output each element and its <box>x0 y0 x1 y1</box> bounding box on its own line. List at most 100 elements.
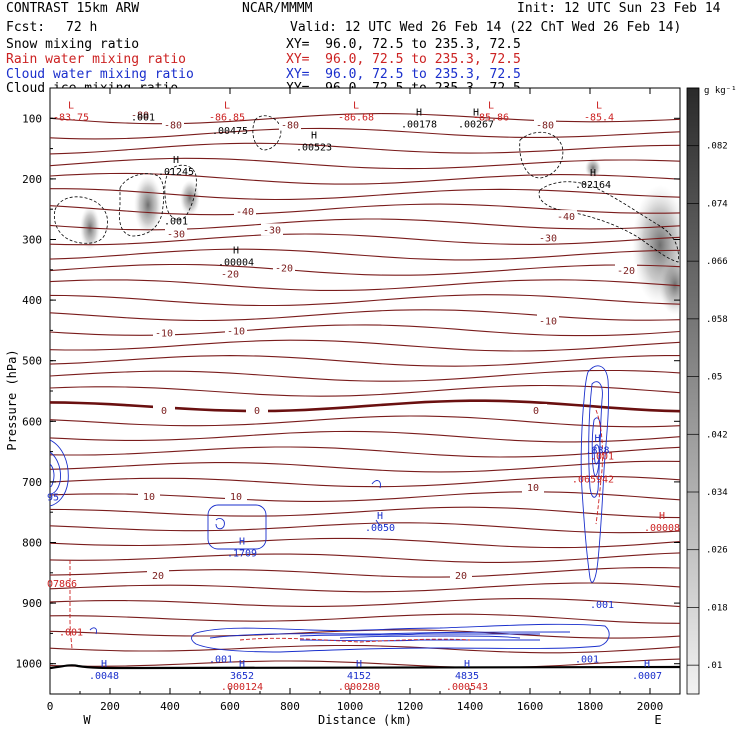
center-title: NCAR/MMMM <box>242 1 313 16</box>
x-tick-label: 1800 <box>577 700 604 713</box>
extremum-marker: H <box>473 108 479 119</box>
cloud-water-contour <box>215 517 225 530</box>
temperature-contour <box>50 582 680 593</box>
temperature-contour-label: -80 <box>536 121 554 132</box>
temperature-contour <box>50 369 680 382</box>
y-tick-label: 200 <box>22 173 42 186</box>
cloud-water-contour <box>588 381 603 498</box>
contour-label-bg <box>261 223 283 236</box>
y-tick-label: 100 <box>22 112 42 125</box>
snow-contour <box>538 181 679 263</box>
contour-label-bg <box>225 324 247 337</box>
contour-label-bg <box>153 403 175 416</box>
colorbar-tick-label: .018 <box>706 603 728 613</box>
contour-label-bg <box>273 261 295 274</box>
cloud-ice-shade <box>134 175 162 235</box>
x-tick-labels: 0 200 400 600 800 1000 1200 1400 1600 1800 2000 <box>47 700 664 713</box>
temperature-contours <box>50 113 680 669</box>
temperature-contour <box>50 506 680 519</box>
extremum-marker: L <box>224 100 230 111</box>
temperature-contour-label: -20 <box>221 270 239 281</box>
extremum-value: .00523 <box>296 143 332 154</box>
extremum-value: .0007 <box>632 671 662 682</box>
y-tick-label: 300 <box>22 234 42 247</box>
colorbar-tick-label: .05 <box>706 373 722 383</box>
axis-ticks <box>49 87 681 695</box>
contour-label-bg <box>162 118 184 131</box>
y-tick-labels: 100 200 300 400 500 600 700 800 900 1000 <box>16 112 43 670</box>
contour-label-bg <box>147 568 169 581</box>
colorbar-tick-label: .074 <box>706 199 728 209</box>
contour-label-bg <box>555 210 577 223</box>
extremum-value: .001 <box>131 112 155 123</box>
colorbar-labels: .082 .074 .066 .058 .05 .042 .034 .026 .018 .01 <box>706 142 728 671</box>
legend-snow-xy: XY= 96.0, 72.5 to 235.3, 72.5 <box>286 37 521 52</box>
contour-label-bg <box>219 267 241 280</box>
temperature-contour-label: 0 <box>254 406 260 417</box>
cloud-water-contour <box>50 451 61 495</box>
x-tick-label: 1600 <box>517 700 544 713</box>
temperature-contour <box>50 142 680 155</box>
cloud-ice-shade <box>180 180 200 216</box>
colorbar-tick-label: .034 <box>706 488 728 498</box>
snow-contour <box>519 132 564 179</box>
temperature-contour-label: 20 <box>455 571 467 582</box>
cloud-water-contour <box>50 439 69 507</box>
contour-label-bg <box>138 490 160 503</box>
extremum-marker: H <box>311 131 317 142</box>
temperature-contour-label: -80 <box>131 110 149 121</box>
contour-label-bg <box>534 118 556 131</box>
contour-label-bg <box>525 403 547 416</box>
legend-rain-xy: XY= 96.0, 72.5 to 235.3, 72.5 <box>286 52 521 67</box>
y-tick-label: 800 <box>22 537 42 550</box>
ground-line <box>50 664 680 670</box>
temperature-contour-label: 0 <box>533 406 539 417</box>
colorbar-tick-label: .042 <box>706 430 728 440</box>
cloud-water-contour <box>191 623 610 653</box>
extremum-value: -85.4 <box>584 112 614 123</box>
extremum-value: .001 <box>59 627 83 638</box>
extremum-value: 4152 <box>347 671 371 682</box>
y-tick-label: 500 <box>22 355 42 368</box>
temperature-contour-label: -30 <box>263 225 281 236</box>
east-label: E <box>654 713 661 727</box>
contour-label-bg <box>537 231 559 244</box>
extremum-value: 95 <box>47 492 59 503</box>
x-tick-label: 0 <box>47 700 54 713</box>
temperature-contour <box>50 658 680 669</box>
colorbar-unit: g kg⁻¹ <box>704 86 737 96</box>
temperature-contour <box>50 644 680 654</box>
y-tick-label: 1000 <box>16 658 43 671</box>
temperature-contour <box>50 598 680 608</box>
forecast-value: 72 h <box>66 20 98 35</box>
temperature-contour-label: -20 <box>275 264 293 275</box>
extremum-value: .00008 <box>644 523 680 534</box>
extremum-marker: L <box>68 100 74 111</box>
colorbar-tick-label: .026 <box>706 546 728 556</box>
temperature-contour <box>50 248 680 261</box>
extremum-value: -86.68 <box>338 112 374 123</box>
contour-label-bg <box>153 326 175 339</box>
extremum-value: .838 <box>585 446 609 457</box>
y-tick-label: 700 <box>22 476 42 489</box>
y-tick-label: 600 <box>22 415 42 428</box>
extremum-value: .001 <box>575 655 599 666</box>
temperature-contour <box>50 537 680 549</box>
temperature-contour-label: -40 <box>236 207 254 218</box>
extremum-value: .00475 <box>212 126 248 137</box>
extremum-marker: H <box>464 659 470 670</box>
x-tick-label: 1200 <box>397 700 424 713</box>
contour-label-bg <box>129 108 151 121</box>
legend-rain-name: Rain water mixing ratio <box>6 52 187 67</box>
extremum-marker: L <box>596 100 602 111</box>
extremum-value: .00267 <box>458 120 494 131</box>
colorbar-bands <box>687 87 699 666</box>
extremum-value: .001 <box>164 217 188 228</box>
y-tick-label: 400 <box>22 294 42 307</box>
cloud-water-contour <box>339 635 521 639</box>
temperature-contour-label: 10 <box>143 492 155 503</box>
x-tick-label: 200 <box>100 700 120 713</box>
x-tick-label: 1000 <box>337 700 364 713</box>
legend-snow-name: Snow mixing ratio <box>6 37 140 52</box>
